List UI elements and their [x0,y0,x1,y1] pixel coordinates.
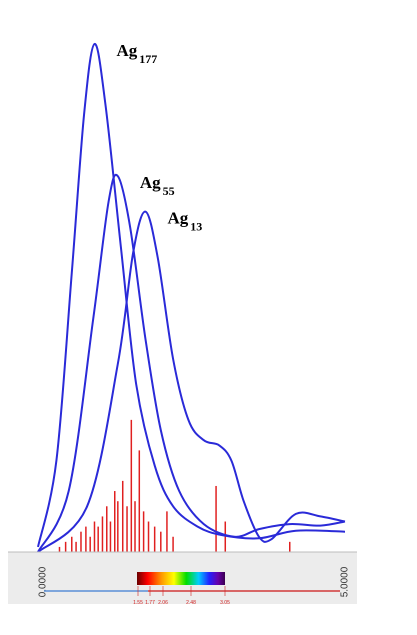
series-label-element: Ag [167,209,188,228]
stick-spectrum [58,419,291,552]
color-scale-tick-label: 2.48 [186,600,196,606]
series-curve-ag13 [37,210,346,553]
x-tick-label-min: 0.0000 [38,566,49,597]
series-label-element: Ag [140,173,161,192]
series-curve-ag55 [37,173,346,553]
series-label-subscript: 55 [163,184,175,198]
series-label-subscript: 177 [139,52,157,66]
color-scale-ticks: 1.55 1.77 2.06 2.48 3.05 [133,586,230,606]
color-spectrum-bar [137,572,225,585]
series-label-ag177: Ag 177 [116,41,157,66]
color-scale-tick-label: 3.05 [220,600,230,606]
series-label-ag13: Ag 13 [167,209,202,234]
color-scale-tick-label: 1.55 [133,600,143,606]
color-scale-tick-label: 1.77 [145,600,155,606]
x-tick-label-max: 5.0000 [340,566,351,597]
series-curves [37,42,346,553]
series-curve-ag177 [37,42,346,548]
series-label-subscript: 13 [190,220,202,234]
series-label-element: Ag [116,41,137,60]
color-scale-tick-label: 2.06 [158,600,168,606]
axis-panel: 0.0000 5.0000 1.55 1.77 2.06 2.48 3.05 [8,551,357,606]
series-label-ag55: Ag 55 [140,173,175,198]
